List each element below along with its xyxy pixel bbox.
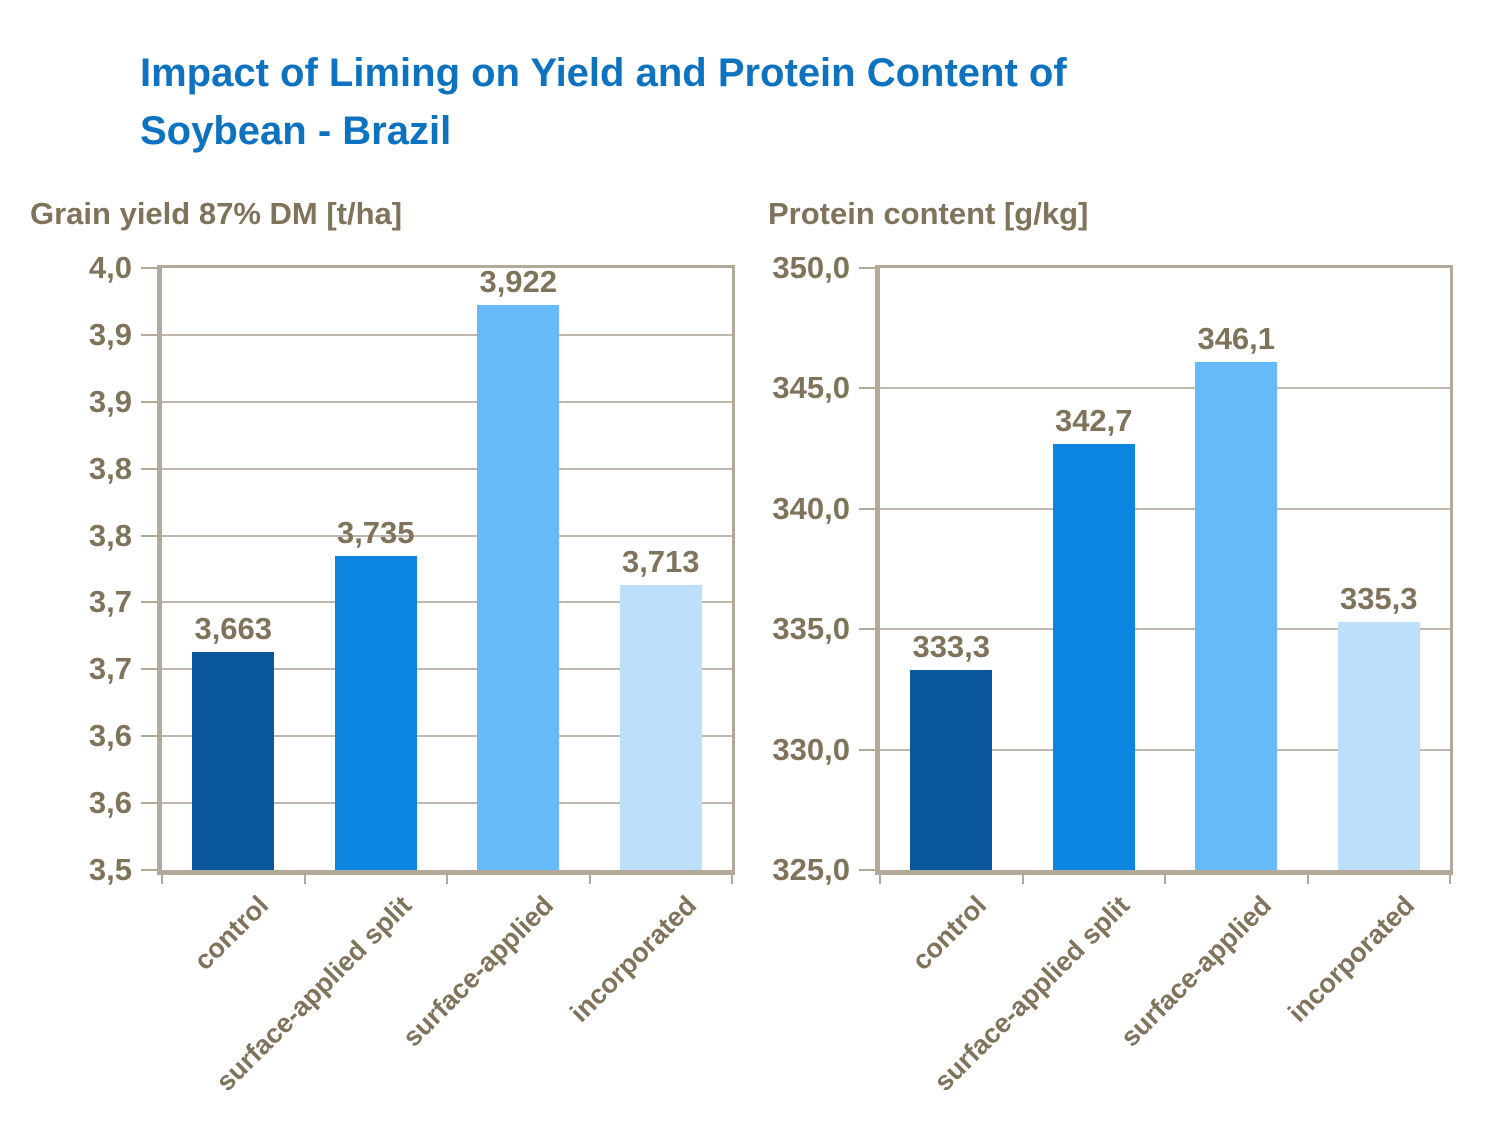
y-axis-tick <box>141 535 157 537</box>
chart-title: Protein content [g/kg] <box>768 196 1089 231</box>
y-axis-label: 3,8 <box>88 451 132 486</box>
x-axis-tick <box>161 870 163 884</box>
bar-value-label: 3,663 <box>194 611 273 646</box>
y-axis-label: 350,0 <box>772 250 850 285</box>
y-axis-tick <box>859 387 875 389</box>
bar-value-label: 335,3 <box>1339 581 1418 616</box>
bar-surface-applied split <box>334 556 417 870</box>
x-axis-tick <box>1164 870 1166 884</box>
gridline <box>162 668 732 670</box>
gridline <box>162 535 732 537</box>
x-axis-label: incorporated <box>1282 890 1420 1028</box>
y-axis-label: 3,7 <box>88 584 132 619</box>
y-axis-label: 325,0 <box>772 852 850 887</box>
y-axis-label: 4,0 <box>88 250 132 285</box>
bar-value-label: 346,1 <box>1197 321 1276 356</box>
x-axis-label: surface-applied <box>1115 890 1278 1053</box>
y-axis-tick <box>141 869 157 871</box>
x-axis-label: surface-applied <box>397 890 560 1053</box>
y-axis-tick <box>141 267 157 269</box>
bar-value-label: 342,7 <box>1054 403 1133 438</box>
bar-surface-applied split <box>1052 444 1135 870</box>
gridline <box>162 802 732 804</box>
bar-value-label: 3,713 <box>621 544 700 579</box>
y-axis-tick <box>141 468 157 470</box>
slide-title-line2: Soybean - Brazil <box>140 109 452 153</box>
x-axis-tick <box>589 870 591 884</box>
slide-title: Impact of Liming on Yield and Protein Co… <box>140 44 1067 160</box>
x-axis-tick <box>1022 870 1024 884</box>
y-axis-label: 3,8 <box>88 518 132 553</box>
y-axis-label: 3,7 <box>88 651 132 686</box>
y-axis-tick <box>859 267 875 269</box>
plot-area: 350,0 345,0 340,0 335,0 330,0 325,0 333,3 contr… <box>772 251 1453 1097</box>
y-axis-label: 340,0 <box>772 491 850 526</box>
x-axis-tick <box>304 870 306 884</box>
y-axis-tick <box>859 508 875 510</box>
y-axis-label: 3,9 <box>88 384 132 419</box>
y-axis-label: 335,0 <box>772 611 850 646</box>
bar-incorporated <box>1337 622 1420 870</box>
bar-control <box>910 670 993 870</box>
gridline <box>162 601 732 603</box>
y-axis-label: 345,0 <box>772 370 850 405</box>
y-axis-tick <box>141 401 157 403</box>
gridline <box>880 387 1450 389</box>
gridline <box>162 735 732 737</box>
gridline <box>880 508 1450 510</box>
chart-title: Grain yield 87% DM [t/ha] <box>30 196 403 231</box>
y-axis-tick <box>141 334 157 336</box>
y-axis-tick <box>859 749 875 751</box>
x-axis-label: control <box>906 890 993 976</box>
x-axis-tick <box>1307 870 1309 884</box>
y-axis-tick <box>141 735 157 737</box>
bar-incorporated <box>619 585 702 870</box>
y-axis-tick <box>859 628 875 630</box>
y-axis-tick <box>141 668 157 670</box>
bar-value-label: 3,922 <box>479 264 558 299</box>
x-axis-label: control <box>188 890 275 976</box>
y-axis-label: 3,9 <box>88 317 132 352</box>
x-axis-tick <box>1449 870 1451 884</box>
y-axis-label: 3,5 <box>88 852 132 887</box>
x-axis-label: incorporated <box>564 890 702 1028</box>
y-axis-tick <box>859 869 875 871</box>
gridline <box>880 749 1450 751</box>
gridline <box>162 334 732 336</box>
y-axis-label: 3,6 <box>88 785 132 820</box>
y-axis-tick <box>141 601 157 603</box>
gridline <box>162 468 732 470</box>
bar-value-label: 333,3 <box>912 629 991 664</box>
bar-surface-applied <box>477 305 560 870</box>
y-axis-label: 3,6 <box>88 718 132 753</box>
x-axis-tick <box>446 870 448 884</box>
y-axis-tick <box>141 802 157 804</box>
x-axis-tick <box>879 870 881 884</box>
gridline <box>880 628 1450 630</box>
plot-area: 4,0 3,9 3,9 3,8 3,8 3,7 3,7 3,6 3,6 3,5 3,663 contr… <box>89 251 735 1097</box>
bar-control <box>192 652 275 870</box>
y-axis-label: 330,0 <box>772 732 850 767</box>
gridline <box>162 401 732 403</box>
x-axis-tick <box>731 870 733 884</box>
slide-title-line1: Impact of Liming on Yield and Protein Co… <box>140 51 1067 95</box>
bar-value-label: 3,735 <box>336 515 415 550</box>
bar-surface-applied <box>1195 362 1278 870</box>
